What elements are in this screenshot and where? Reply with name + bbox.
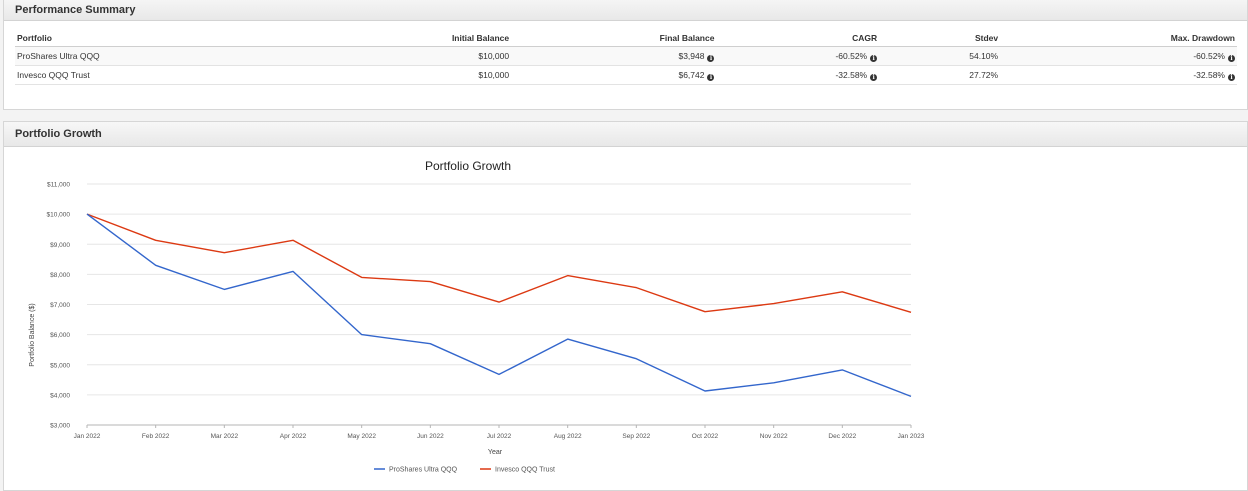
portfolio-growth-chart: $3,000 $4,000 $5,000 $6,000 $7,000 $8,000 $9,0… (29, 159, 925, 474)
initial-balance: $10,000 (134, 65, 512, 85)
info-icon[interactable]: i (1228, 73, 1235, 81)
cagr: -32.58% (835, 69, 868, 80)
col-header-cagr[interactable]: CAGR (716, 30, 880, 47)
portfolio-name: Invesco QQQ Trust (15, 65, 135, 85)
cagr: -60.52% (835, 50, 868, 61)
x-tick-label: Jan 2023 (898, 433, 925, 440)
y-tick-label: $4,000 (50, 392, 70, 399)
legend-label[interactable]: Invesco QQQ Trust (495, 467, 555, 474)
info-icon[interactable]: i (870, 54, 878, 62)
y-tick-label: $3,000 (50, 423, 70, 430)
x-tick-label: Feb 2022 (142, 433, 170, 440)
max-drawdown: -60.52% (1193, 50, 1225, 61)
x-axis-title: Year (488, 449, 503, 456)
cagr-cell: -32.58% i (716, 65, 880, 85)
y-tick-label: $8,000 (50, 272, 70, 279)
col-header-final-balance[interactable]: Final Balance (511, 30, 717, 47)
max-drawdown-cell: -32.58% i (1000, 65, 1237, 85)
x-tick-label: Nov 2022 (760, 433, 788, 440)
col-header-portfolio[interactable]: Portfolio (15, 30, 135, 47)
performance-summary-table: Portfolio Initial Balance Final Balance … (15, 30, 1237, 85)
x-tick-label: Oct 2022 (692, 433, 719, 440)
cagr-cell: -60.52% i (716, 46, 880, 66)
info-icon[interactable]: i (870, 73, 878, 81)
table-header-row: Portfolio Initial Balance Final Balance … (15, 30, 1237, 47)
x-tick-label: May 2022 (347, 433, 376, 440)
info-icon[interactable]: i (707, 73, 715, 81)
x-tick-label: Jun 2022 (417, 433, 444, 440)
final-balance: $3,948 (678, 50, 705, 61)
max-drawdown: -32.58% (1193, 69, 1225, 80)
chart-title: Portfolio Growth (425, 159, 511, 173)
performance-summary-panel: Performance Summary Portfolio Initial Ba… (3, 0, 1248, 110)
series-line-1 (86, 213, 912, 313)
table-row: ProShares Ultra QQQ $10,000 $3,948 i -60.… (15, 46, 1237, 66)
y-tick-label: $5,000 (50, 362, 70, 369)
info-icon[interactable]: i (707, 54, 715, 62)
final-balance: $6,742 (678, 69, 705, 80)
initial-balance: $10,000 (134, 46, 512, 66)
final-balance-cell: $3,948 i (511, 46, 717, 66)
x-tick-label: Aug 2022 (554, 433, 582, 440)
col-header-initial-balance[interactable]: Initial Balance (134, 30, 512, 47)
y-tick-label: $6,000 (50, 332, 70, 339)
legend-label[interactable]: ProShares Ultra QQQ (389, 467, 458, 474)
col-header-max-drawdown[interactable]: Max. Drawdown (1000, 30, 1237, 47)
y-tick-label: $11,000 (47, 182, 70, 189)
portfolio-growth-heading: Portfolio Growth (4, 122, 1247, 147)
stdev: 54.10% (879, 46, 1001, 66)
x-tick-label: Jul 2022 (487, 433, 512, 440)
info-icon[interactable]: i (1228, 54, 1235, 62)
x-tick-label: Apr 2022 (280, 433, 307, 440)
portfolio-name: ProShares Ultra QQQ (15, 46, 135, 66)
x-tick-label: Sep 2022 (622, 433, 650, 440)
x-tick-label: Mar 2022 (211, 433, 239, 440)
series-line-0 (86, 213, 912, 398)
y-tick-label: $7,000 (50, 302, 70, 309)
x-tick-label: Dec 2022 (828, 433, 856, 440)
x-tick-label: Jan 2022 (74, 433, 101, 440)
y-tick-label: $9,000 (50, 242, 70, 249)
stdev: 27.72% (879, 65, 1001, 85)
col-header-stdev[interactable]: Stdev (879, 30, 1001, 47)
max-drawdown-cell: -60.52% i (1000, 46, 1237, 66)
portfolio-growth-panel: Portfolio Growth $3,000 $4,000 $5,000 $6,00… (3, 121, 1248, 491)
final-balance-cell: $6,742 i (511, 65, 717, 85)
y-tick-label: $10,000 (47, 212, 71, 219)
performance-summary-heading: Performance Summary (4, 0, 1247, 21)
y-axis-title: Portfolio Balance ($) (29, 303, 36, 366)
table-row: Invesco QQQ Trust $10,000 $6,742 i -32.58… (15, 65, 1237, 85)
